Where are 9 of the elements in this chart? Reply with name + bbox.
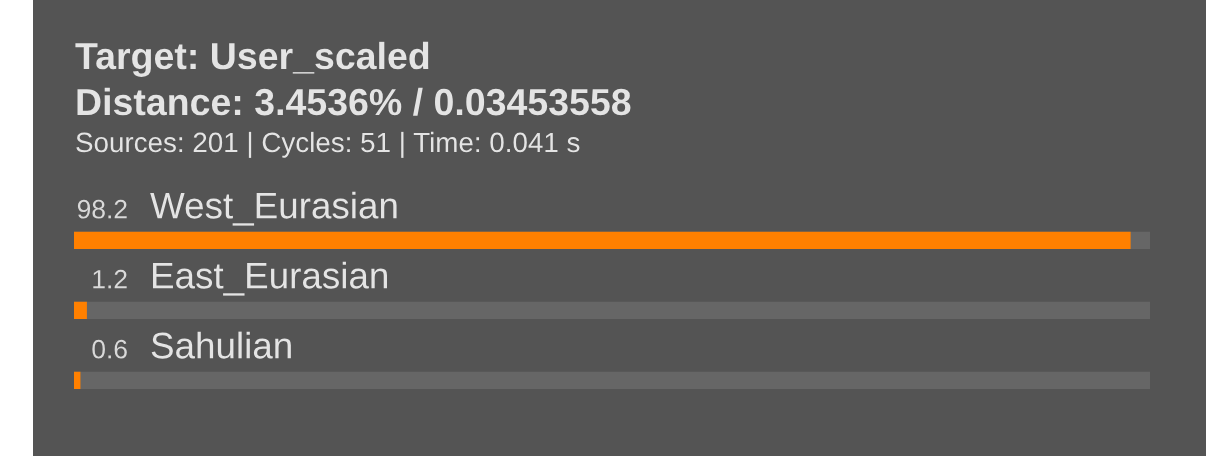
- y-tick-label: West_Eurasian: [150, 191, 397, 226]
- y-tick-label: Sahulian: [151, 331, 291, 359]
- data-label: 1.2: [93, 269, 127, 289]
- chart-subtitle: Distance: 3.4536% / 0.03453558: [77, 87, 631, 116]
- data-label: 98.2: [77, 199, 127, 219]
- source-note: Sources: 201 | Cycles: 51 | Time: 0.041 s: [76, 131, 580, 158]
- y-tick-label: East_Eurasian: [153, 261, 387, 296]
- data-label: 0.6: [92, 339, 127, 359]
- chart-title: Target: User_scaled: [75, 41, 429, 77]
